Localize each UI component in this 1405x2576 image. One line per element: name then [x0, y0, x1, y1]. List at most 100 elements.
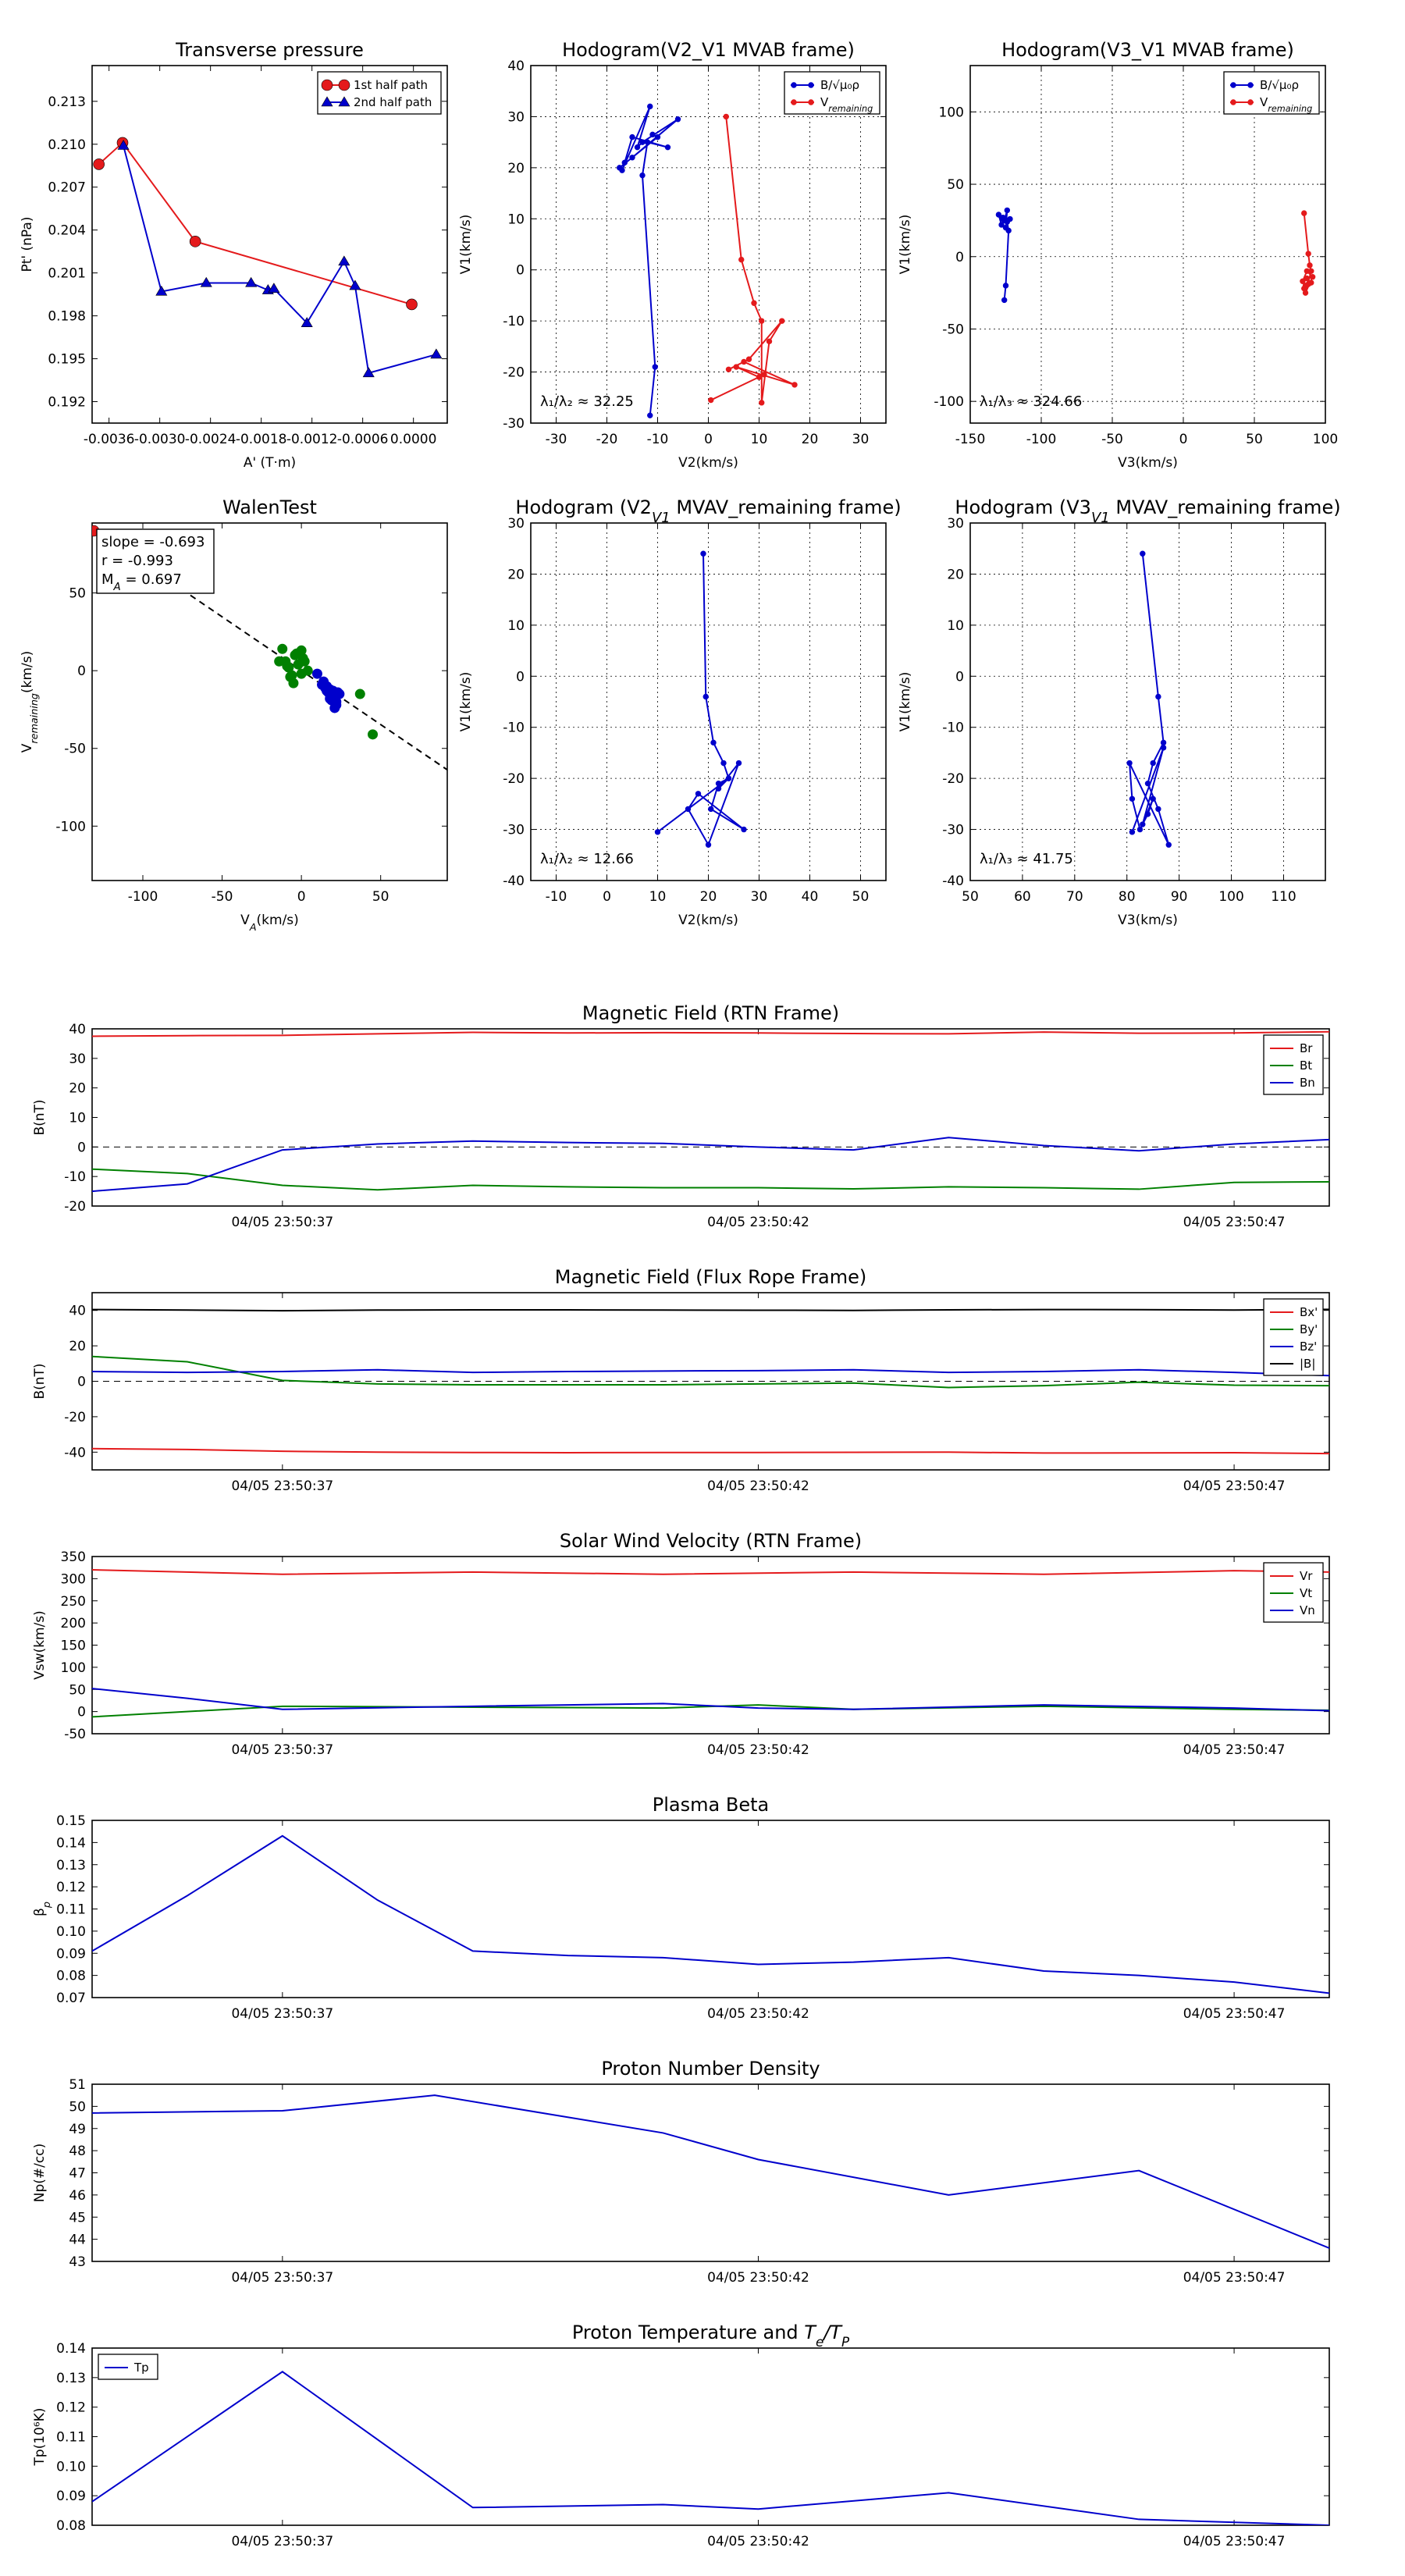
series-line-Tp	[92, 2371, 1329, 2525]
x-tick-label: 04/05 23:50:37	[231, 2270, 333, 2286]
x-tick-label: 04/05 23:50:37	[231, 2534, 333, 2549]
data-point	[299, 656, 310, 667]
x-tick-label: 50	[962, 889, 979, 905]
chart-h1: Hodogram(V2_V1 MVAB frame) -30 -20 -10 0 10 20…	[458, 39, 887, 471]
y-tick-label: 50	[69, 1682, 86, 1698]
data-point	[766, 338, 773, 345]
data-point	[1155, 693, 1161, 700]
y-axis-label: B(nT)	[32, 1099, 48, 1135]
data-point	[93, 158, 105, 170]
chart-ts2: Magnetic Field (Flux Rope Frame) 04/05 23…	[32, 1266, 1330, 1494]
data-point	[155, 285, 168, 296]
series-group	[92, 1308, 1329, 1455]
y-tick-label: 20	[507, 567, 525, 582]
y-axis-label: B(nT)	[32, 1363, 48, 1399]
legend-marker	[321, 79, 333, 91]
data-point	[1007, 215, 1013, 222]
series-line-By'	[92, 1355, 1329, 1389]
y-tick-label: 150	[61, 1638, 86, 1654]
y-tick-label: 40	[69, 1022, 86, 1037]
x-tick-label: 04/05 23:50:42	[707, 1742, 809, 1758]
annotation: λ₁/λ₂ ≈ 12.66	[540, 851, 634, 867]
data-point	[1301, 285, 1307, 292]
y-tick-label: 10	[69, 1111, 86, 1126]
legend-box	[317, 71, 442, 115]
x-tick-label: 100	[1218, 889, 1243, 905]
legend-label: Vr	[1300, 1569, 1313, 1583]
chart-title: Hodogram (V3V1 MVAV_remaining frame)	[955, 496, 1340, 526]
y-tick-label: -30	[503, 416, 525, 432]
y-tick-label: 30	[507, 109, 525, 125]
chart-ts1: Magnetic Field (RTN Frame) 04/05 23:50:37…	[32, 1002, 1330, 1230]
plot-frame	[91, 65, 448, 424]
y-tick-label: 30	[69, 1051, 86, 1067]
y-tick-label: 49	[69, 2122, 86, 2137]
series-line-|B|	[92, 1308, 1329, 1312]
y-tick-label: 0.195	[48, 352, 86, 368]
x-tick-label: 04/05 23:50:47	[1183, 2006, 1286, 2022]
data-point	[629, 133, 635, 141]
x-tick-label: 20	[700, 889, 717, 905]
y-axis-label: V1(km/s)	[898, 672, 913, 732]
y-tick-label: 0.08	[56, 2518, 86, 2534]
y-tick-label: -10	[64, 1169, 86, 1185]
x-tick-label: -20	[596, 432, 618, 447]
x-tick-label: 04/05 23:50:47	[1183, 1742, 1286, 1758]
legend-marker	[791, 82, 797, 88]
legend-marker	[808, 99, 814, 105]
chart-ts4: Plasma Beta 04/05 23:50:37 04/05 23:50:42 0…	[32, 1794, 1330, 2022]
legend-marker	[338, 79, 350, 91]
y-tick-label: 0	[77, 1140, 86, 1155]
x-tick-label: 04/05 23:50:47	[1183, 1215, 1286, 1230]
chart-ts3: Solar Wind Velocity (RTN Frame) 04/05 23:…	[32, 1530, 1330, 1758]
data-point	[715, 780, 722, 787]
y-tick-label: 0.201	[48, 266, 86, 282]
y-tick-label: 50	[69, 2099, 86, 2115]
legend-marker	[808, 82, 814, 88]
plot-frame	[969, 522, 1326, 881]
chart-title: Transverse pressure	[175, 39, 364, 61]
data-point	[1305, 281, 1311, 287]
data-point	[720, 760, 727, 767]
data-point	[710, 739, 717, 746]
data-point	[1002, 224, 1009, 231]
x-tick-label: 04/05 23:50:42	[707, 2006, 809, 2022]
y-tick-label: 0.14	[56, 2341, 86, 2357]
y-tick-label: -20	[64, 1199, 86, 1215]
x-tick-label: 50	[852, 889, 870, 905]
x-tick-label: 04/05 23:50:42	[707, 1478, 809, 1494]
y-tick-label: -20	[942, 771, 964, 787]
data-point	[1129, 795, 1136, 802]
data-point	[268, 283, 280, 293]
data-point	[733, 364, 739, 370]
y-tick-label: 20	[947, 567, 964, 582]
y-tick-label: 0	[77, 1375, 86, 1390]
y-tick-label: 0.13	[56, 1858, 86, 1873]
stats-line: r = -0.993	[101, 553, 173, 569]
legend-label: 2nd half path	[354, 95, 432, 109]
plot-frame	[91, 1820, 1330, 1998]
data-point	[685, 806, 692, 813]
legend-box	[784, 71, 880, 115]
x-tick-label: 04/05 23:50:47	[1183, 1478, 1286, 1494]
series-line-Bt	[92, 1168, 1329, 1191]
y-tick-label: 30	[947, 516, 964, 532]
y-tick-label: 10	[507, 618, 525, 634]
legend-label: Bz'	[1300, 1340, 1317, 1354]
y-tick-label: -40	[64, 1445, 86, 1461]
x-axis-label: V2(km/s)	[678, 913, 738, 928]
y-tick-label: 40	[69, 1304, 86, 1319]
y-tick-label: 0.207	[48, 180, 86, 196]
legend-label: Bn	[1300, 1076, 1315, 1090]
series-line-Vr	[92, 1569, 1329, 1575]
y-tick-label: -30	[942, 823, 964, 838]
y-tick-label: 48	[69, 2144, 86, 2159]
data-point	[1150, 795, 1156, 802]
x-tick-label: 40	[802, 889, 819, 905]
y-tick-label: 300	[61, 1571, 86, 1587]
series-group	[995, 207, 1316, 304]
x-tick-label: -150	[955, 432, 986, 447]
x-tick-label: 70	[1066, 889, 1083, 905]
data-point	[708, 806, 714, 813]
